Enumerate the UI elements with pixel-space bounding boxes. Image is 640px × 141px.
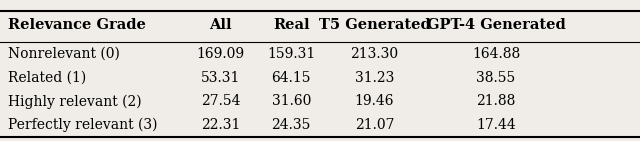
Text: Highly relevant (2): Highly relevant (2) (8, 94, 141, 109)
Text: 53.31: 53.31 (201, 71, 241, 85)
Text: Relevance Grade: Relevance Grade (8, 18, 145, 32)
Text: 21.07: 21.07 (355, 118, 394, 132)
Text: 21.88: 21.88 (476, 94, 516, 108)
Text: 213.30: 213.30 (350, 47, 399, 61)
Text: 31.23: 31.23 (355, 71, 394, 85)
Text: 17.44: 17.44 (476, 118, 516, 132)
Text: 19.46: 19.46 (355, 94, 394, 108)
Text: 169.09: 169.09 (196, 47, 245, 61)
Text: 159.31: 159.31 (267, 47, 316, 61)
Text: All: All (209, 18, 232, 32)
Text: 24.35: 24.35 (271, 118, 311, 132)
Text: 38.55: 38.55 (476, 71, 516, 85)
Text: 22.31: 22.31 (201, 118, 241, 132)
Text: GPT-4 Generated: GPT-4 Generated (427, 18, 565, 32)
Text: 31.60: 31.60 (271, 94, 311, 108)
Text: 27.54: 27.54 (201, 94, 241, 108)
Text: Related (1): Related (1) (8, 71, 86, 85)
Text: Perfectly relevant (3): Perfectly relevant (3) (8, 118, 157, 132)
Text: T5 Generated: T5 Generated (319, 18, 430, 32)
Text: 164.88: 164.88 (472, 47, 520, 61)
Text: Nonrelevant (0): Nonrelevant (0) (8, 47, 120, 61)
Text: Real: Real (273, 18, 310, 32)
Text: 64.15: 64.15 (271, 71, 311, 85)
